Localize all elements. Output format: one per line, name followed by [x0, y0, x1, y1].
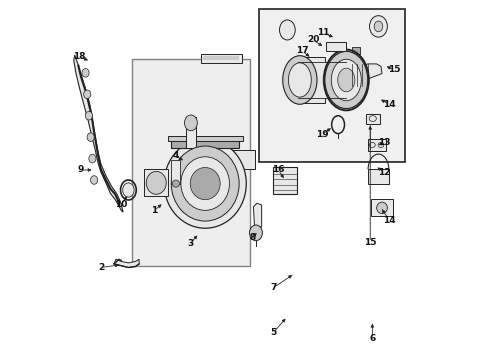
Bar: [171, 160, 180, 184]
Bar: [185, 117, 196, 148]
Text: 6: 6: [368, 334, 375, 343]
Text: 18: 18: [73, 52, 85, 61]
Polygon shape: [253, 203, 261, 227]
Bar: [298, 62, 346, 98]
Bar: [325, 42, 345, 51]
Bar: [132, 59, 249, 266]
Ellipse shape: [369, 16, 386, 37]
Bar: [365, 113, 379, 123]
Text: 1: 1: [151, 206, 157, 215]
Bar: [272, 167, 297, 194]
Ellipse shape: [324, 51, 367, 109]
Polygon shape: [74, 55, 123, 212]
Bar: [367, 168, 388, 184]
Ellipse shape: [83, 90, 91, 99]
Ellipse shape: [282, 56, 316, 104]
Bar: [351, 47, 359, 54]
Ellipse shape: [89, 154, 96, 163]
Ellipse shape: [171, 146, 239, 221]
Text: 14: 14: [382, 100, 395, 109]
Polygon shape: [114, 259, 139, 267]
Ellipse shape: [373, 21, 382, 32]
Ellipse shape: [279, 20, 295, 40]
Text: 11: 11: [316, 28, 328, 37]
Ellipse shape: [146, 171, 166, 194]
Text: 19: 19: [315, 130, 328, 139]
Text: 10: 10: [115, 200, 127, 209]
Bar: [258, 9, 405, 162]
Ellipse shape: [85, 111, 92, 120]
Ellipse shape: [337, 68, 354, 92]
Bar: [367, 139, 386, 151]
Ellipse shape: [184, 115, 197, 131]
Bar: [167, 136, 242, 141]
Ellipse shape: [90, 176, 98, 184]
Ellipse shape: [122, 183, 134, 197]
Text: 14: 14: [382, 216, 395, 225]
Text: 8: 8: [249, 233, 255, 242]
Bar: [370, 199, 392, 216]
Ellipse shape: [331, 59, 361, 101]
Bar: [205, 150, 255, 169]
Text: 3: 3: [187, 239, 193, 248]
Polygon shape: [331, 64, 381, 87]
Ellipse shape: [249, 225, 262, 241]
Ellipse shape: [376, 202, 386, 213]
Ellipse shape: [190, 167, 220, 200]
Ellipse shape: [181, 157, 229, 210]
Text: 12: 12: [378, 168, 390, 177]
Bar: [201, 54, 242, 63]
Text: 20: 20: [306, 36, 319, 45]
Bar: [203, 56, 239, 60]
Text: 9: 9: [78, 166, 84, 175]
Ellipse shape: [87, 133, 94, 141]
Text: 5: 5: [269, 328, 276, 337]
Ellipse shape: [82, 68, 89, 77]
Text: 16: 16: [272, 166, 284, 175]
Bar: [171, 139, 239, 148]
Text: 13: 13: [378, 138, 390, 147]
Text: 15: 15: [387, 66, 399, 75]
Bar: [144, 169, 167, 196]
Text: 7: 7: [269, 283, 276, 292]
Text: 2: 2: [98, 263, 104, 272]
Ellipse shape: [288, 63, 311, 97]
Text: 15: 15: [363, 238, 376, 247]
Bar: [298, 57, 324, 103]
Ellipse shape: [172, 180, 179, 187]
Ellipse shape: [164, 139, 246, 228]
Text: 4: 4: [172, 151, 179, 160]
Text: 17: 17: [295, 46, 308, 55]
